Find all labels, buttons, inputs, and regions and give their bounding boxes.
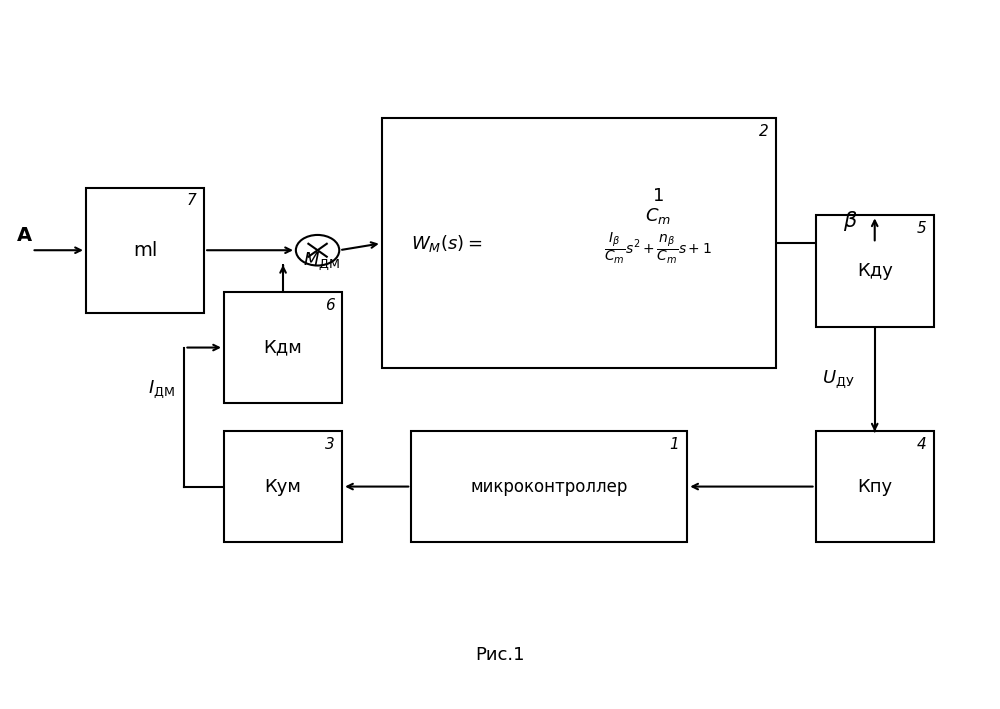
Bar — [86, 188, 204, 313]
Circle shape — [296, 235, 339, 266]
Text: 2: 2 — [758, 124, 768, 139]
Text: Рис.1: Рис.1 — [475, 646, 525, 664]
Text: $I_{\mathrm{ДМ}}$: $I_{\mathrm{ДМ}}$ — [148, 379, 175, 401]
Text: ml: ml — [133, 241, 157, 259]
Text: 4: 4 — [916, 437, 926, 452]
Text: 6: 6 — [325, 298, 334, 313]
Text: 5: 5 — [916, 221, 926, 236]
Bar — [382, 118, 776, 369]
Text: A: A — [17, 225, 32, 245]
Text: $\beta$: $\beta$ — [843, 209, 857, 233]
Text: Кду: Кду — [857, 262, 893, 280]
Text: 3: 3 — [325, 437, 334, 452]
Text: $M_{\mathrm{ДМ}}$: $M_{\mathrm{ДМ}}$ — [303, 250, 340, 272]
Text: $\dfrac{I_{\beta}}{C_m}s^2+\dfrac{n_{\beta}}{C_m}s+1$: $\dfrac{I_{\beta}}{C_m}s^2+\dfrac{n_{\be… — [604, 230, 712, 266]
Bar — [224, 431, 342, 542]
Text: Кум: Кум — [265, 478, 301, 496]
Bar — [224, 292, 342, 403]
Text: 7: 7 — [187, 194, 196, 208]
Text: $W_M(s)=$: $W_M(s)=$ — [411, 233, 482, 254]
Text: микроконтроллер: микроконтроллер — [471, 478, 628, 496]
Text: $C_m$: $C_m$ — [645, 206, 671, 226]
Bar — [411, 431, 687, 542]
Bar — [816, 431, 934, 542]
Text: $U_{\mathrm{ДУ}}$: $U_{\mathrm{ДУ}}$ — [822, 368, 855, 390]
Bar — [816, 216, 934, 327]
Text: Кдм: Кдм — [264, 339, 302, 357]
Text: Кпу: Кпу — [857, 478, 892, 496]
Text: $1$: $1$ — [652, 187, 664, 205]
Text: 1: 1 — [670, 437, 679, 452]
